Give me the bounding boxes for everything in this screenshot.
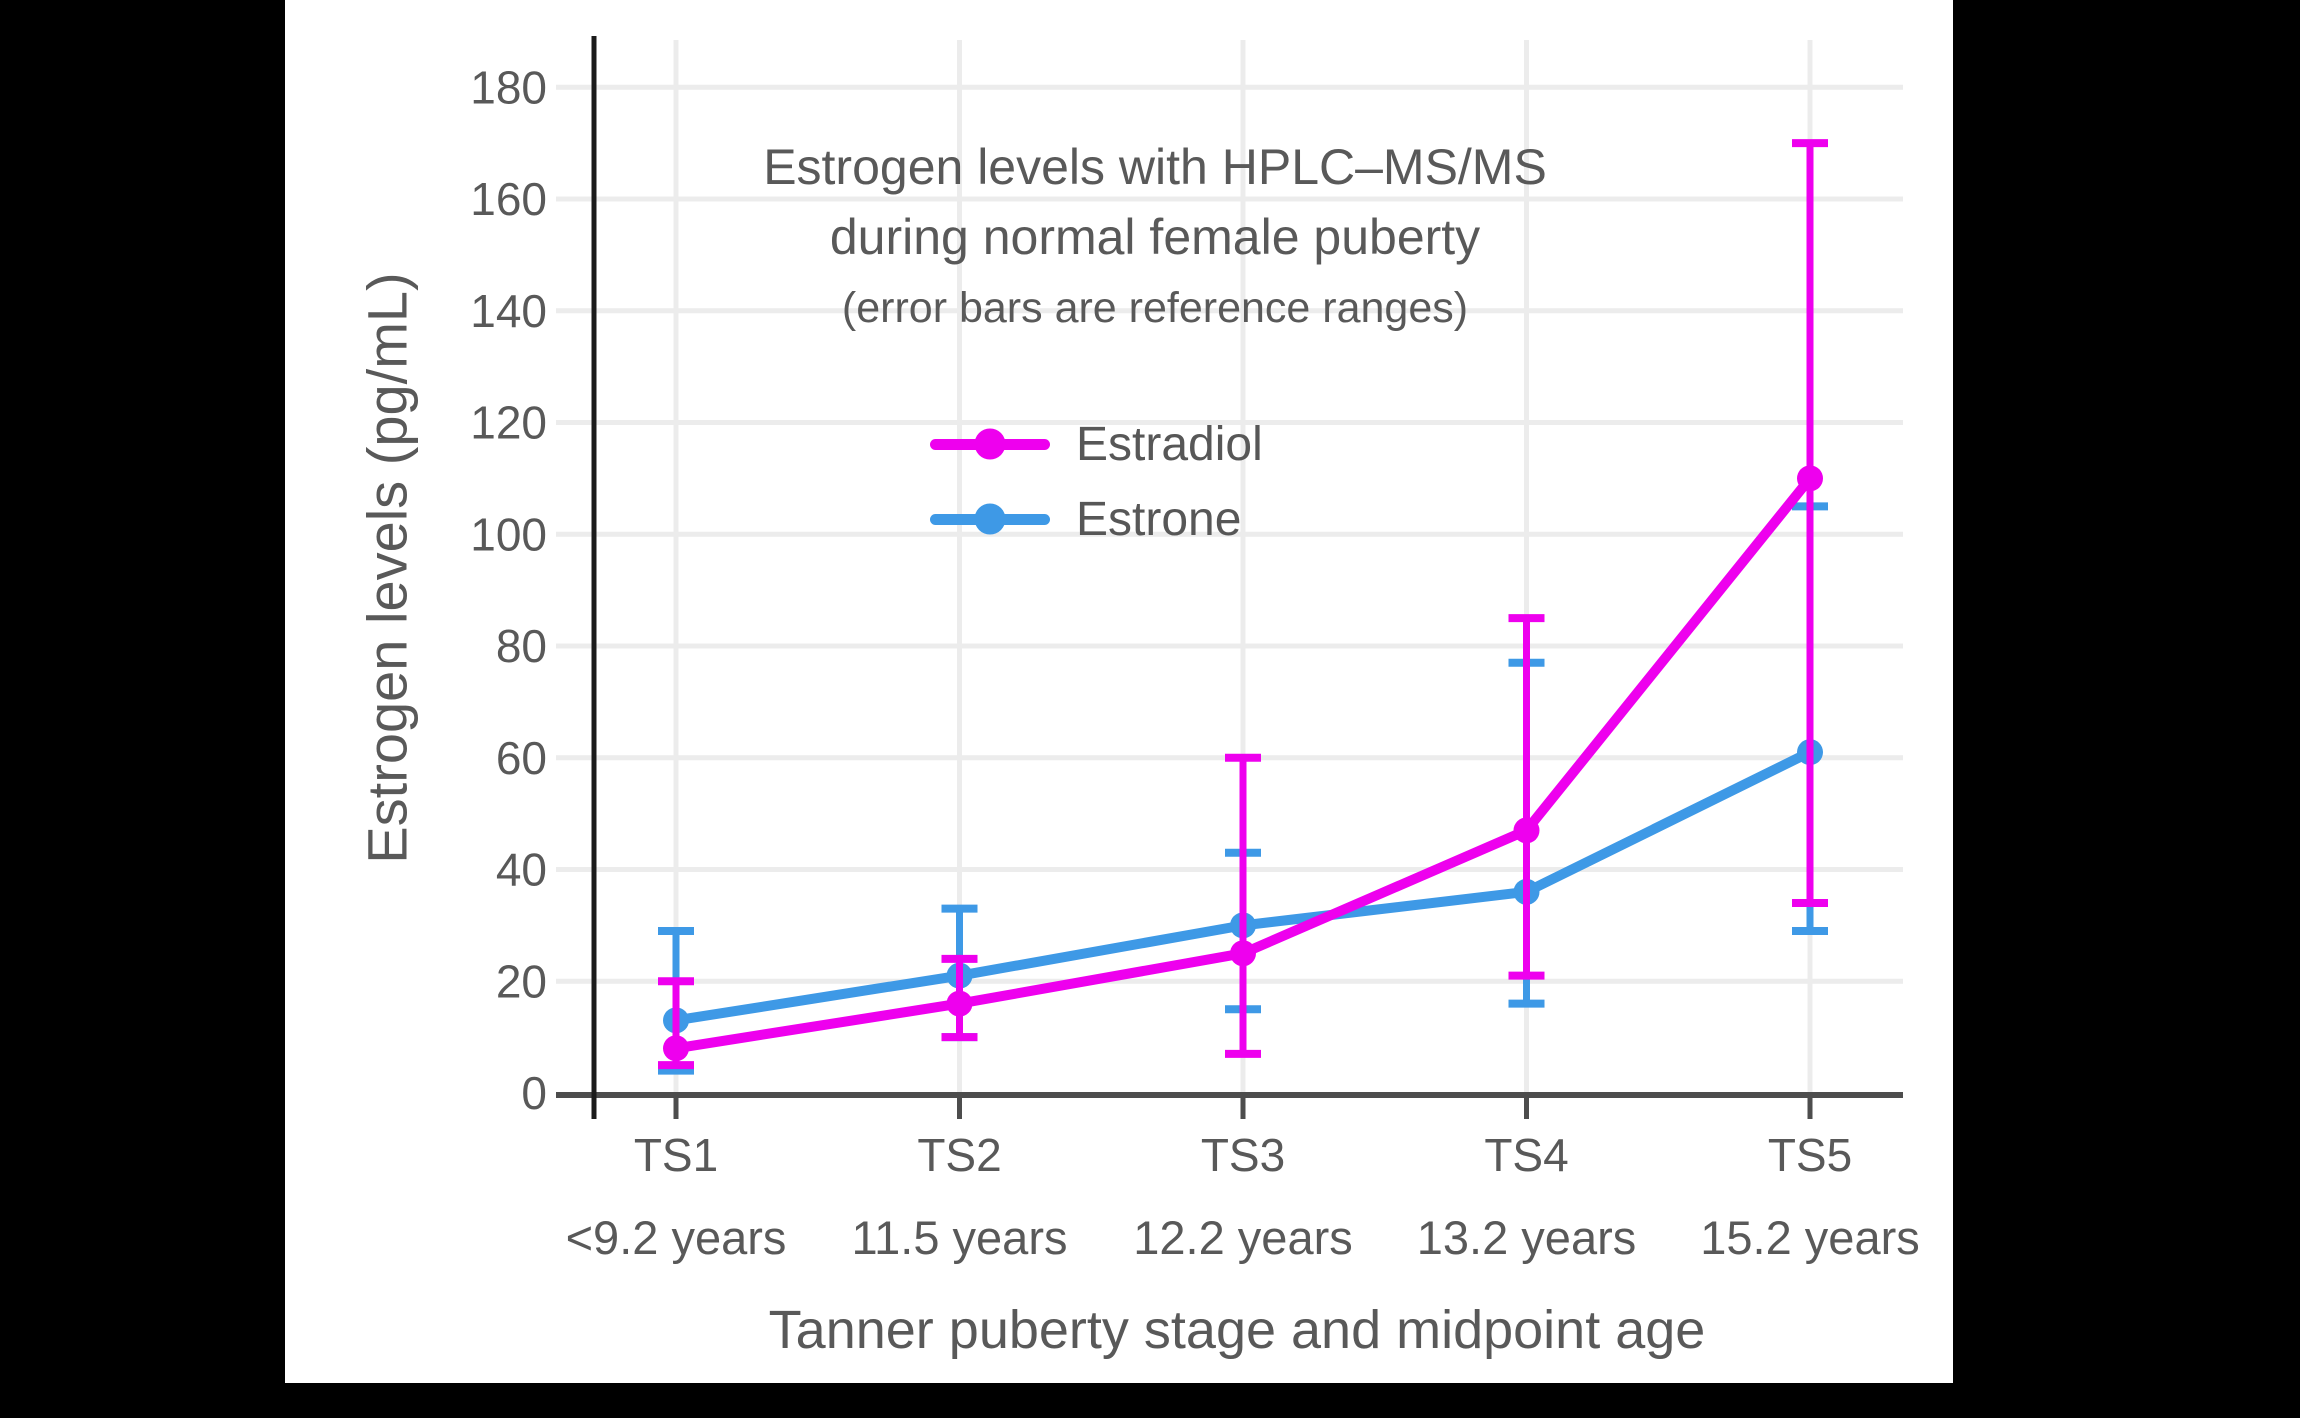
legend-item-estradiol: Estradiol: [930, 412, 1263, 476]
x-tick-label: TS5: [1768, 1129, 1852, 1181]
x-age-label: 12.2 years: [1133, 1211, 1352, 1264]
chart-title: Estrogen levels with HPLC–MS/MS during n…: [763, 132, 1547, 272]
estradiol-point-icon: [974, 428, 1006, 460]
chart-subtitle: (error bars are reference ranges): [841, 284, 1469, 332]
x-age-label: 15.2 years: [1700, 1211, 1919, 1264]
chart-canvas: 0 20 40 60 80 100 120 140 160 180 TS1 TS2 TS3 TS4 TS5 <…: [285, 0, 1953, 1383]
x-tick-label: TS1: [634, 1129, 718, 1181]
y-tick-label: 80: [496, 620, 547, 672]
estradiol-line-swatch: [930, 428, 1050, 460]
x-age-label: 11.5 years: [852, 1211, 1068, 1264]
estrone-line-swatch: [930, 503, 1050, 535]
y-tick-label: 20: [496, 955, 547, 1007]
chart-title-line2: during normal female puberty: [829, 209, 1481, 265]
y-tick-label: 0: [521, 1067, 547, 1119]
y-tick-label: 120: [470, 397, 547, 449]
data-point-estradiol: [663, 1035, 689, 1062]
data-point-estradiol: [1230, 940, 1256, 967]
y-tick-label: 40: [496, 844, 547, 896]
data-point-estradiol: [1513, 817, 1540, 844]
chart-legend: Estradiol Estrone: [930, 412, 1263, 562]
legend-label-estrone: Estrone: [1076, 492, 1242, 546]
y-axis-title: Estrogen levels (pg/mL): [355, 272, 419, 864]
y-tick-label: 160: [470, 173, 547, 225]
y-tick-label: 100: [470, 508, 547, 560]
y-tick-label: 180: [470, 61, 547, 113]
x-age-label: <9.2 years: [566, 1211, 787, 1264]
legend-item-estrone: Estrone: [930, 487, 1263, 551]
estrone-point-icon: [974, 503, 1006, 535]
x-tick-label: TS2: [917, 1129, 1001, 1181]
plot-area: 0 20 40 60 80 100 120 140 160 180 TS1 TS2 TS3 TS4 TS5 <…: [470, 36, 1920, 1264]
legend-label-estradiol: Estradiol: [1076, 417, 1263, 471]
data-point-estradiol: [946, 990, 973, 1017]
x-axis-title: Tanner puberty stage and midpoint age: [768, 1300, 1706, 1360]
x-age-label: 13.2 years: [1417, 1211, 1636, 1264]
y-tick-label: 140: [470, 285, 547, 337]
x-tick-label: TS4: [1484, 1129, 1568, 1181]
y-tick-label: 60: [496, 732, 547, 784]
x-tick-label: TS3: [1201, 1129, 1285, 1181]
chart-title-line1: Estrogen levels with HPLC–MS/MS: [763, 139, 1547, 195]
data-point-estradiol: [1797, 465, 1823, 492]
